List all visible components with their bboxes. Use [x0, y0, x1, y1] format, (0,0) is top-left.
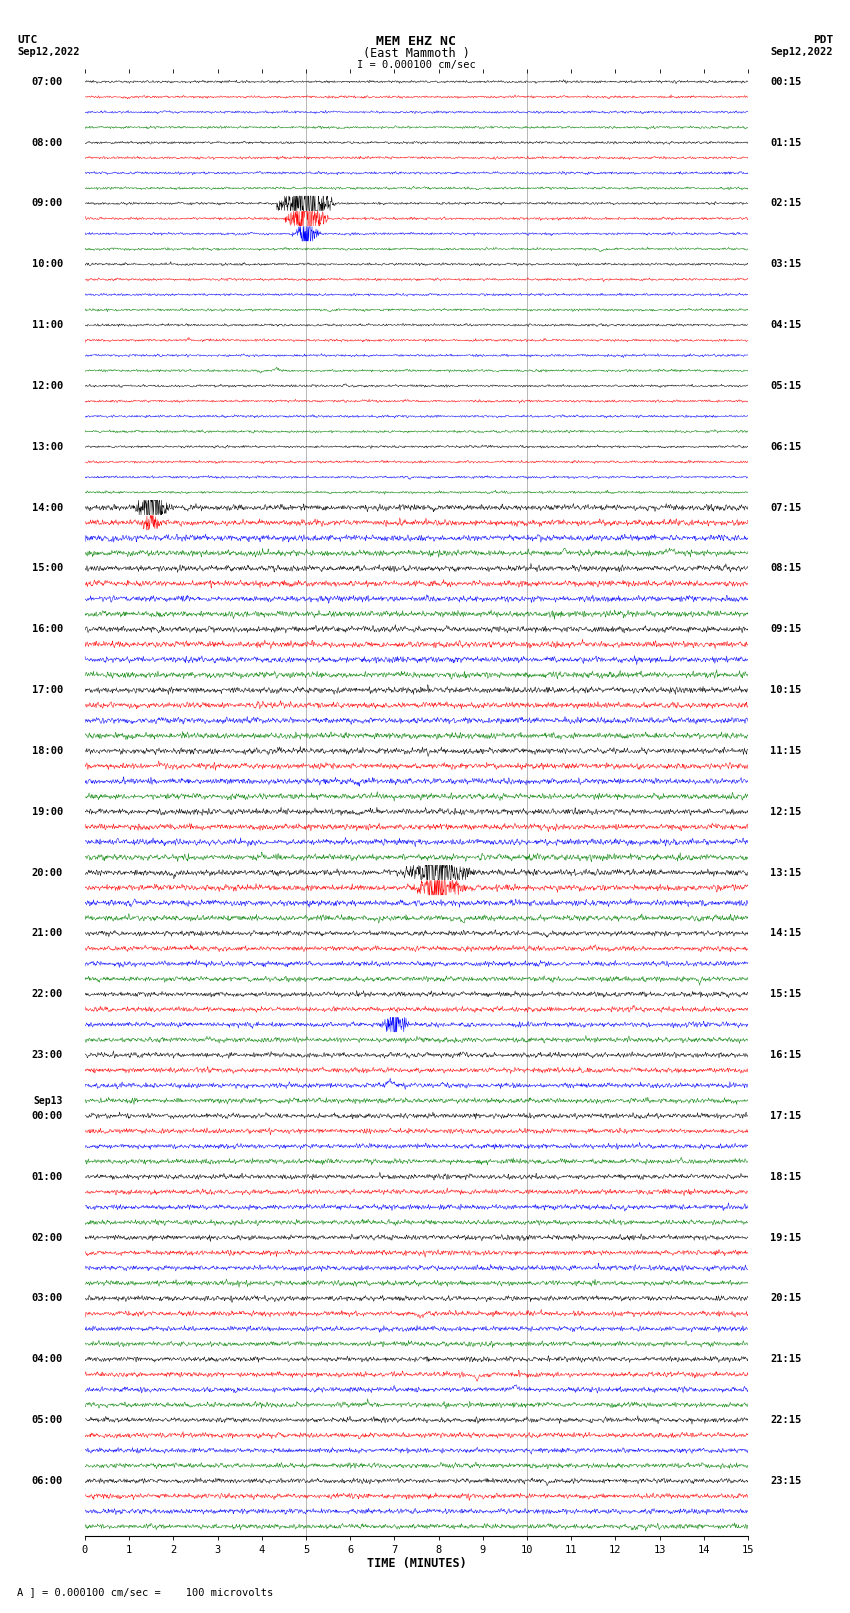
Text: 05:15: 05:15	[770, 381, 802, 390]
Text: 03:00: 03:00	[31, 1294, 63, 1303]
Text: 09:15: 09:15	[770, 624, 802, 634]
Text: 06:15: 06:15	[770, 442, 802, 452]
Text: 04:15: 04:15	[770, 319, 802, 331]
Text: UTC: UTC	[17, 35, 37, 45]
Text: 09:00: 09:00	[31, 198, 63, 208]
Text: 20:15: 20:15	[770, 1294, 802, 1303]
Text: 23:00: 23:00	[31, 1050, 63, 1060]
Text: 01:00: 01:00	[31, 1171, 63, 1182]
Text: 08:15: 08:15	[770, 563, 802, 573]
Text: 18:00: 18:00	[31, 745, 63, 756]
Text: 10:00: 10:00	[31, 260, 63, 269]
Text: MEM EHZ NC: MEM EHZ NC	[377, 35, 456, 48]
Text: 08:00: 08:00	[31, 137, 63, 147]
X-axis label: TIME (MINUTES): TIME (MINUTES)	[366, 1558, 467, 1571]
Text: 13:00: 13:00	[31, 442, 63, 452]
Text: 06:00: 06:00	[31, 1476, 63, 1486]
Text: 14:00: 14:00	[31, 503, 63, 513]
Text: 12:15: 12:15	[770, 806, 802, 816]
Text: Sep12,2022: Sep12,2022	[17, 47, 80, 56]
Text: 23:15: 23:15	[770, 1476, 802, 1486]
Text: 21:15: 21:15	[770, 1355, 802, 1365]
Text: 07:15: 07:15	[770, 503, 802, 513]
Text: 01:15: 01:15	[770, 137, 802, 147]
Text: (East Mammoth ): (East Mammoth )	[363, 47, 470, 60]
Text: Sep12,2022: Sep12,2022	[770, 47, 833, 56]
Text: 17:15: 17:15	[770, 1111, 802, 1121]
Text: 17:00: 17:00	[31, 686, 63, 695]
Text: 19:00: 19:00	[31, 806, 63, 816]
Text: 18:15: 18:15	[770, 1171, 802, 1182]
Text: 02:00: 02:00	[31, 1232, 63, 1242]
Text: 16:15: 16:15	[770, 1050, 802, 1060]
Text: 11:15: 11:15	[770, 745, 802, 756]
Text: 21:00: 21:00	[31, 929, 63, 939]
Text: 07:00: 07:00	[31, 77, 63, 87]
Text: 11:00: 11:00	[31, 319, 63, 331]
Text: A ] = 0.000100 cm/sec =    100 microvolts: A ] = 0.000100 cm/sec = 100 microvolts	[17, 1587, 273, 1597]
Text: 15:00: 15:00	[31, 563, 63, 573]
Text: 12:00: 12:00	[31, 381, 63, 390]
Text: 22:15: 22:15	[770, 1415, 802, 1424]
Text: 00:00: 00:00	[31, 1111, 63, 1121]
Text: 02:15: 02:15	[770, 198, 802, 208]
Text: 20:00: 20:00	[31, 868, 63, 877]
Text: Sep13: Sep13	[33, 1095, 63, 1105]
Text: PDT: PDT	[813, 35, 833, 45]
Text: 15:15: 15:15	[770, 989, 802, 998]
Text: 14:15: 14:15	[770, 929, 802, 939]
Text: 22:00: 22:00	[31, 989, 63, 998]
Text: 13:15: 13:15	[770, 868, 802, 877]
Text: 19:15: 19:15	[770, 1232, 802, 1242]
Text: I = 0.000100 cm/sec: I = 0.000100 cm/sec	[357, 60, 476, 69]
Text: 00:15: 00:15	[770, 77, 802, 87]
Text: 10:15: 10:15	[770, 686, 802, 695]
Text: 05:00: 05:00	[31, 1415, 63, 1424]
Text: 03:15: 03:15	[770, 260, 802, 269]
Text: 16:00: 16:00	[31, 624, 63, 634]
Text: 04:00: 04:00	[31, 1355, 63, 1365]
